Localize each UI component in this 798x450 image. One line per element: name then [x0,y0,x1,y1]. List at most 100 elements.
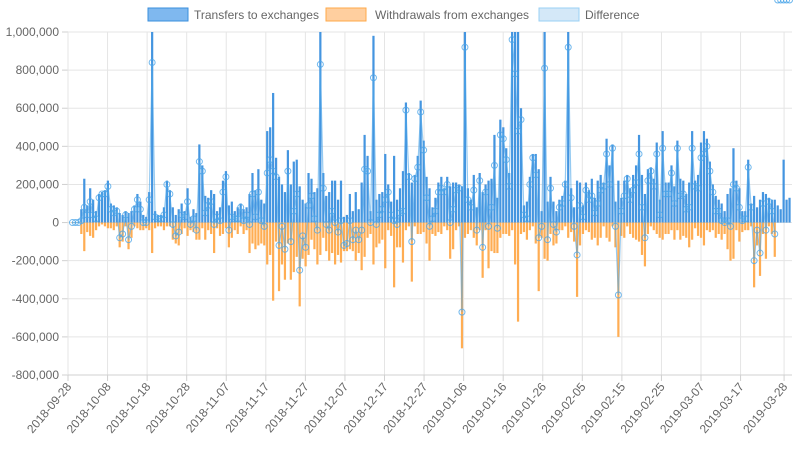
transfer-bar [543,32,546,223]
difference-point [240,217,248,225]
difference-point [299,232,307,240]
transfer-bar [260,199,263,223]
difference-point [611,222,619,230]
withdrawal-bar [266,222,269,265]
difference-point [608,144,616,152]
transfer-bar [466,188,469,223]
transfer-bar [649,167,652,223]
difference-point [364,167,372,175]
difference-point [86,198,94,206]
withdrawal-bar [224,222,228,229]
transfer-bar [431,207,434,223]
withdrawal-bar [605,222,608,238]
difference-point [387,211,395,219]
transfer-bar [475,207,478,223]
withdrawal-bar [561,222,564,231]
transfer-bar [280,184,284,223]
difference-point [414,163,422,171]
withdrawal-bar [735,222,738,231]
withdrawal-bar [522,222,526,233]
withdrawal-bar [292,222,295,273]
difference-point [614,291,622,299]
withdrawal-bar [738,222,741,242]
transfer-bar [106,180,109,223]
transfer-bar [304,203,307,223]
withdrawal-bar [463,222,467,238]
transfer-bar [691,131,694,223]
difference-point [623,175,631,183]
difference-point [290,207,298,215]
difference-point [526,180,534,188]
transfer-bar [575,180,579,223]
transfer-bar [696,174,700,223]
transfer-bar [711,184,714,223]
transfer-bar [463,32,467,223]
transfer-bar [481,192,484,223]
difference-point [768,207,776,215]
difference-point [278,222,286,230]
withdrawal-bar [277,222,281,292]
difference-point [328,207,336,215]
transfer-bar [652,178,655,223]
transfer-bar [174,214,177,223]
difference-point [222,173,230,181]
y-tick-label: 400,000 [16,139,60,153]
withdrawal-bar [180,222,183,234]
transfer-bar [236,207,239,223]
difference-point [588,192,596,200]
withdrawal-bar [366,222,369,238]
difference-point [119,230,127,238]
difference-line [72,39,776,313]
difference-point [650,182,658,190]
withdrawal-bar [525,222,529,240]
withdrawal-bar [454,222,458,231]
difference-point [225,226,233,234]
difference-point [626,196,634,204]
difference-point [420,146,428,154]
difference-point [505,182,513,190]
transfer-bar [726,193,729,223]
withdrawal-bar [549,222,552,234]
difference-point [576,201,584,209]
withdrawal-bar [761,222,765,234]
withdrawal-bar [696,222,700,236]
transfer-bar [407,173,410,223]
transfer-bar [705,138,709,223]
withdrawal-bar [283,222,287,280]
transfer-bar [180,203,183,223]
withdrawal-bar [360,222,363,271]
withdrawal-bar [348,222,351,250]
difference-point [482,188,490,196]
withdrawal-bar [575,222,579,297]
withdrawal-bar [611,222,614,227]
withdrawal-bar [419,222,422,234]
difference-point [508,36,516,44]
transfer-bar [254,190,257,223]
legend-swatch [538,7,580,22]
difference-point [166,190,174,198]
transfer-bar [667,182,670,223]
withdrawal-bar [581,222,585,234]
withdrawal-bar [490,222,493,252]
withdrawal-bar [183,222,186,229]
withdrawal-bar [106,222,109,229]
withdrawal-bar [257,222,260,246]
transfer-bar [298,186,301,223]
difference-point [201,209,209,217]
withdrawal-bar [80,222,83,234]
withdrawal-bar [130,222,133,238]
transfer-bar [741,211,744,223]
difference-point [517,116,525,124]
difference-point [101,190,109,198]
withdrawal-bar [767,222,770,227]
withdrawal-bar [156,222,160,227]
difference-point [246,220,254,228]
withdrawal-bar [646,222,649,234]
withdrawal-bar [599,222,602,238]
transfer-bar [623,180,626,223]
withdrawal-bar [428,222,431,261]
difference-point [499,135,507,143]
withdrawal-bar [720,222,723,240]
difference-point [322,220,330,228]
transfer-bar [277,176,281,223]
